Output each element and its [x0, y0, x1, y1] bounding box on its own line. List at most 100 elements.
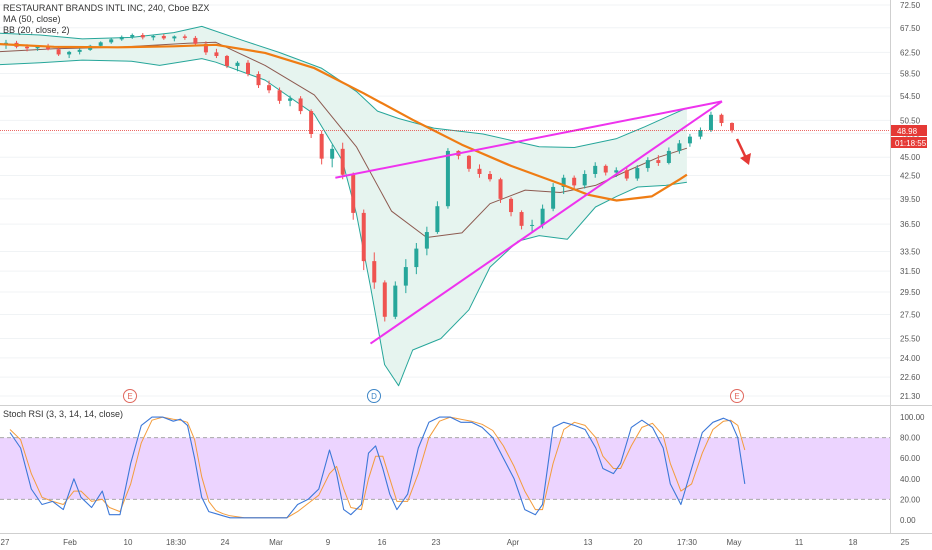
- candle-body: [603, 165, 608, 173]
- candle: [414, 242, 419, 275]
- candle: [351, 172, 356, 220]
- candle-body: [319, 133, 324, 159]
- stoch-axis[interactable]: 100.00 80.00 60.00 40.00 20.00 0.00: [900, 413, 925, 525]
- price-tick-label: 62.50: [900, 48, 921, 57]
- candle: [109, 37, 114, 44]
- candle: [403, 259, 408, 294]
- candle-body: [677, 143, 682, 151]
- candle: [151, 34, 156, 41]
- candle: [267, 80, 272, 94]
- time-tick-label: 18:30: [166, 538, 187, 547]
- candle: [435, 201, 440, 234]
- candle: [140, 33, 145, 40]
- down-arrow-shaft: [735, 138, 748, 159]
- candle-body: [488, 173, 492, 180]
- stoch-tick-label: 40.00: [900, 475, 921, 484]
- candle-body: [466, 155, 471, 169]
- time-tick-label: 27: [1, 538, 10, 547]
- candle-body: [435, 206, 440, 233]
- price-tick-label: 27.50: [900, 310, 921, 319]
- candle-body: [330, 148, 335, 159]
- candle: [340, 142, 345, 180]
- candle: [330, 144, 335, 168]
- candle: [466, 155, 471, 172]
- candle-body: [498, 179, 503, 199]
- candle-body: [224, 55, 229, 66]
- candle: [477, 164, 482, 178]
- candle: [256, 71, 261, 89]
- price-tick-label: 21.30: [900, 392, 921, 401]
- bollinger-bands: [0, 25, 688, 387]
- candle: [309, 109, 314, 138]
- candle-body: [277, 90, 282, 101]
- candle-body: [519, 212, 524, 226]
- candle: [730, 122, 734, 133]
- candle-body: [77, 49, 82, 52]
- candle: [361, 209, 366, 271]
- event-marker[interactable]: E: [123, 389, 137, 403]
- candle-body: [309, 111, 314, 134]
- candle-body: [35, 46, 40, 49]
- event-circle: [730, 389, 744, 403]
- price-tick-label: 54.50: [900, 92, 921, 101]
- time-axis[interactable]: 27 Feb 10 18:30 24 Mar 9 16 23 Apr 13 20 17:30 May 11 1…: [1, 538, 910, 547]
- price-tick-label: 50.50: [900, 116, 921, 125]
- time-tick-label: 10: [124, 538, 133, 547]
- candle-body: [351, 174, 356, 213]
- candle-body: [687, 136, 692, 144]
- candle: [193, 35, 198, 46]
- stoch-tick-label: 20.00: [900, 495, 921, 504]
- candle: [635, 165, 640, 181]
- bb-legend[interactable]: BB (20, close, 2): [3, 25, 70, 35]
- time-tick-label: Feb: [63, 538, 77, 547]
- candle: [445, 148, 450, 209]
- symbol-title[interactable]: RESTAURANT BRANDS INTL INC, 240, Cboe BZ…: [3, 3, 210, 13]
- candle-body: [572, 177, 577, 186]
- candle-body: [393, 285, 398, 317]
- event-marker[interactable]: D: [367, 389, 381, 403]
- candle: [393, 281, 398, 320]
- price-tick-label: 58.50: [900, 69, 921, 78]
- candle: [172, 35, 177, 42]
- time-tick-label: 18: [849, 538, 858, 547]
- candle: [488, 171, 492, 182]
- candle-body: [635, 168, 640, 179]
- stoch-tick-label: 0.00: [900, 516, 916, 525]
- bb-lower-line: [0, 58, 687, 387]
- event-circle: [367, 389, 381, 403]
- trendlines[interactable]: [335, 100, 751, 345]
- bb-upper-line: [0, 25, 688, 148]
- price-tick-label: 25.50: [900, 335, 921, 344]
- upper-trendline[interactable]: [335, 100, 723, 179]
- candle: [77, 48, 82, 55]
- event-letter: E: [127, 392, 132, 401]
- candle: [424, 226, 429, 256]
- stoch-d-line: [9, 416, 746, 519]
- candle-body: [561, 177, 566, 187]
- candle-body: [540, 208, 545, 225]
- stoch-legend[interactable]: Stoch RSI (3, 3, 14, 14, close): [3, 409, 124, 419]
- stoch-tick-label: 100.00: [900, 413, 925, 422]
- time-tick-label: 23: [432, 538, 441, 547]
- candle-body: [246, 62, 250, 75]
- candle-body: [582, 173, 587, 186]
- candle: [645, 157, 650, 172]
- stoch-band: [0, 437, 890, 500]
- down-arrow-icon[interactable]: [735, 138, 751, 165]
- candle: [708, 111, 713, 133]
- candle-body: [140, 34, 145, 38]
- candle-body: [708, 114, 713, 131]
- lower-trendline[interactable]: [369, 100, 723, 345]
- event-marker[interactable]: E: [730, 389, 744, 403]
- price-axis[interactable]: 72.5067.5062.5058.5054.5050.5048.5045.00…: [900, 1, 921, 401]
- stoch-tick-label: 60.00: [900, 454, 921, 463]
- time-tick-label: 16: [378, 538, 387, 547]
- candle-body: [56, 49, 61, 55]
- candle-body: [25, 46, 30, 49]
- ma-legend[interactable]: MA (50, close): [3, 14, 61, 24]
- event-circle: [123, 389, 137, 403]
- candle-body: [509, 198, 514, 213]
- price-tick-label: 42.50: [900, 171, 921, 180]
